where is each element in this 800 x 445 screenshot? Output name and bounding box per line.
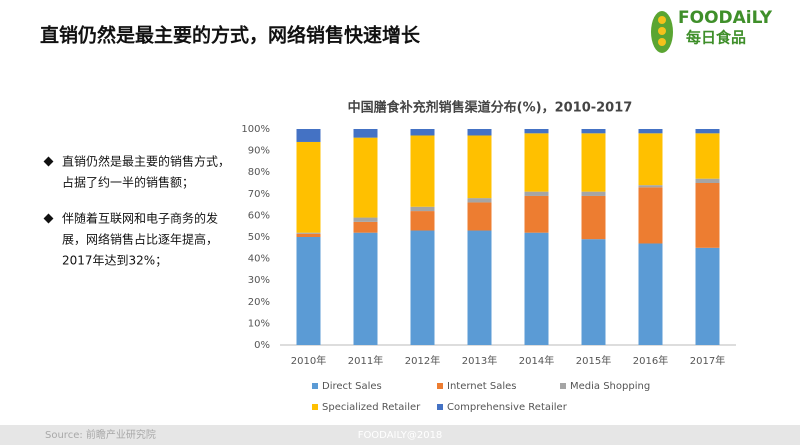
y-tick-label: 60%	[248, 210, 270, 221]
y-tick-label: 10%	[248, 318, 270, 329]
x-tick-label: 2014年	[519, 354, 554, 367]
bar-segment	[581, 191, 606, 196]
footer-bar	[0, 425, 800, 445]
bar-segment	[410, 129, 435, 136]
legend-swatch	[437, 383, 443, 389]
bar-segment	[410, 230, 435, 345]
legend-label: Media Shopping	[570, 381, 650, 392]
bullet-marker	[43, 156, 54, 167]
x-tick-label: 2017年	[690, 354, 725, 367]
bar-segment	[581, 239, 606, 345]
bar-segment	[467, 230, 492, 345]
logo: FOODAiLY 每日食品	[651, 8, 773, 53]
logo-pea	[658, 38, 666, 46]
y-tick-label: 40%	[248, 254, 270, 265]
bullet-text: 直销仍然是最主要的销售方式，	[62, 154, 230, 169]
bullet-text: 占据了约一半的销售额；	[62, 175, 194, 190]
bar-segment	[524, 191, 549, 196]
y-tick-label: 70%	[248, 189, 270, 200]
bar-segment	[410, 135, 435, 207]
bar-segment	[638, 243, 663, 345]
bar-segment	[296, 232, 321, 234]
legend-swatch	[560, 383, 566, 389]
bullet-text: 展，网络销售占比逐年提高，	[62, 232, 218, 247]
x-tick-label: 2012年	[405, 354, 440, 367]
footer-source: Source: 前瞻产业研究院	[45, 428, 156, 441]
bar-segment	[695, 183, 720, 248]
legend-swatch	[312, 383, 318, 389]
y-tick-label: 100%	[241, 124, 270, 135]
y-tick-label: 0%	[254, 340, 270, 351]
bar-segment	[524, 129, 549, 134]
legend-swatch	[437, 404, 443, 410]
bar-segment	[353, 221, 378, 233]
logo-name: 每日食品	[686, 29, 746, 47]
bar-segment	[695, 133, 720, 179]
bar-segment	[581, 195, 606, 240]
bar-segment	[524, 133, 549, 192]
footer-credit: FOODAILY@2018	[358, 430, 443, 441]
bar-segment	[353, 137, 378, 218]
bar-segment	[695, 178, 720, 183]
bar-segment	[467, 202, 492, 231]
bar-segment	[353, 129, 378, 138]
x-tick-label: 2013年	[462, 354, 497, 367]
bar-segment	[695, 129, 720, 134]
bar-segment	[695, 247, 720, 345]
chart-title: 中国膳食补充剂销售渠道分布(%)，2010-2017	[348, 100, 633, 116]
bar-segment	[638, 185, 663, 188]
y-tick-label: 90%	[248, 146, 270, 157]
y-tick-label: 80%	[248, 167, 270, 178]
y-tick-label: 50%	[248, 232, 270, 243]
legend-label: Direct Sales	[322, 381, 382, 392]
bar-segment	[524, 232, 549, 345]
bar-segment	[467, 198, 492, 203]
bar-segment	[638, 187, 663, 244]
x-tick-label: 2011年	[348, 354, 383, 367]
bar-segment	[638, 133, 663, 186]
bar-segment	[296, 129, 321, 142]
x-tick-label: 2016年	[633, 354, 668, 367]
bar-segment	[296, 233, 321, 237]
logo-pea	[658, 27, 666, 35]
bar-segment	[353, 232, 378, 345]
x-tick-label: 2010年	[291, 354, 326, 367]
bar-segment	[581, 129, 606, 134]
y-tick-label: 30%	[248, 275, 270, 286]
bullet-marker	[43, 213, 54, 224]
bar-segment	[638, 129, 663, 134]
bar-segment	[296, 237, 321, 345]
bar-segment	[581, 133, 606, 192]
bullet-text: 2017年达到32%；	[62, 254, 167, 268]
slide-title: 直销仍然是最主要的方式，网络销售快速增长	[40, 24, 421, 47]
bar-segment	[296, 141, 321, 233]
bar-segment	[410, 211, 435, 231]
y-tick-label: 20%	[248, 297, 270, 308]
x-tick-label: 2015年	[576, 354, 611, 367]
logo-brand: FOODAiLY	[678, 8, 773, 28]
bullet-list: 直销仍然是最主要的销售方式， 占据了约一半的销售额； 伴随着互联网和电子商务的发展，…	[43, 154, 230, 268]
legend-swatch	[312, 404, 318, 410]
bar-segment	[467, 129, 492, 136]
logo-pea	[658, 16, 666, 24]
legend-label: Comprehensive Retailer	[447, 402, 568, 413]
bar-segment	[410, 206, 435, 212]
bullet-text: 伴随着互联网和电子商务的发	[62, 211, 218, 226]
legend-label: Specialized Retailer	[322, 402, 421, 413]
bar-segment	[353, 217, 378, 222]
bar-segment	[467, 135, 492, 199]
legend-label: Internet Sales	[447, 381, 517, 392]
bar-segment	[524, 195, 549, 233]
